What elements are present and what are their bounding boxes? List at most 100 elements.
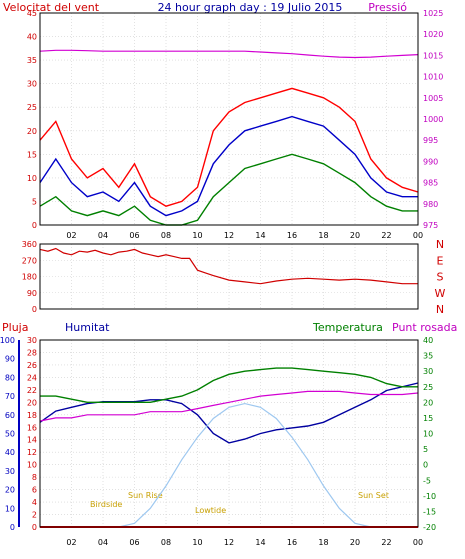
humidity-y-tick-label: 60 bbox=[5, 411, 15, 420]
humidity-y-tick-label: 0 bbox=[10, 523, 15, 532]
birdside-label: Birdside bbox=[90, 500, 122, 509]
temperature-label: Temperatura bbox=[312, 321, 383, 334]
dewpoint-line bbox=[39, 390, 419, 422]
wind-y-tick-label: 25 bbox=[27, 103, 37, 112]
temperature-y-tick-label: 10 bbox=[423, 430, 433, 439]
wind-x-tick-label: 06 bbox=[129, 231, 139, 240]
wind-x-tick-label: 12 bbox=[224, 231, 234, 240]
direction-y-tick-label: 360 bbox=[22, 240, 37, 249]
temperature-y-tick-label: -15 bbox=[423, 507, 436, 516]
wind-x-tick-label: 22 bbox=[381, 231, 391, 240]
rain-y-tick-label: 0 bbox=[32, 523, 37, 532]
temperature-y-tick-label: 35 bbox=[423, 352, 433, 361]
lower-panel-frame bbox=[39, 339, 419, 528]
humidity-y-tick-label: 40 bbox=[5, 448, 15, 457]
rain-y-tick-label: 6 bbox=[32, 486, 37, 495]
humidity-label: Humitat bbox=[65, 321, 110, 334]
wind-y-tick-label: 30 bbox=[27, 80, 37, 89]
wind-x-tick-label: 04 bbox=[98, 231, 108, 240]
wind-y-tick-label: 35 bbox=[27, 56, 37, 65]
humidity-y-tick-label: 80 bbox=[5, 373, 15, 382]
pressure-y-tick-label: 1000 bbox=[423, 115, 443, 124]
pressure-y-tick-label: 1005 bbox=[423, 94, 443, 103]
lower-x-tick-label: 22 bbox=[381, 538, 391, 547]
rain-y-tick-label: 10 bbox=[27, 461, 37, 470]
humidity-temperature-panel: 0246810121416182022242628300102030405060… bbox=[0, 336, 436, 547]
rain-y-tick-label: 22 bbox=[27, 386, 37, 395]
pressure-label: Pressió bbox=[368, 1, 407, 14]
wind-speed-label: Velocitat del vent bbox=[3, 1, 100, 14]
pressure-line bbox=[39, 49, 419, 59]
wind-gust-line bbox=[39, 87, 419, 207]
lower-x-tick-label: 14 bbox=[255, 538, 265, 547]
lower-x-tick-label: 10 bbox=[192, 538, 202, 547]
pressure-y-tick-label: 980 bbox=[423, 200, 438, 209]
direction-y-tick-label: 90 bbox=[27, 289, 37, 298]
sunset-label: Sun Set bbox=[358, 491, 389, 500]
lower-x-tick-label: 18 bbox=[318, 538, 328, 547]
temperature-y-tick-label: 40 bbox=[423, 336, 433, 345]
pressure-y-tick-label: 985 bbox=[423, 179, 438, 188]
wind-x-tick-label: 08 bbox=[161, 231, 171, 240]
pressure-y-tick-label: 1025 bbox=[423, 9, 443, 18]
lower-x-tick-label: 06 bbox=[129, 538, 139, 547]
humidity-y-tick-label: 90 bbox=[5, 355, 15, 364]
sunrise-label: Sun Rise bbox=[128, 491, 163, 500]
temperature-y-tick-label: 30 bbox=[423, 367, 433, 376]
rain-y-tick-label: 30 bbox=[27, 336, 37, 345]
pressure-y-tick-label: 990 bbox=[423, 157, 438, 166]
humidity-y-tick-label: 30 bbox=[5, 467, 15, 476]
direction-y-tick-label: 180 bbox=[22, 273, 37, 282]
direction-y-tick-label: 0 bbox=[32, 305, 37, 314]
wind-y-tick-label: 5 bbox=[32, 197, 37, 206]
humidity-y-tick-label: 100 bbox=[0, 336, 15, 345]
wind-x-tick-label: 14 bbox=[255, 231, 265, 240]
lower-x-tick-label: 16 bbox=[287, 538, 297, 547]
pressure-y-tick-label: 975 bbox=[423, 221, 438, 230]
temperature-y-tick-label: 0 bbox=[423, 461, 428, 470]
chart-title: 24 hour graph day : 19 Julio 2015 bbox=[158, 1, 343, 14]
humidity-y-tick-label: 50 bbox=[5, 430, 15, 439]
dewpoint-label: Punt rosada bbox=[392, 321, 457, 334]
humidity-y-tick-label: 20 bbox=[5, 486, 15, 495]
direction-line bbox=[39, 247, 418, 285]
pressure-y-tick-label: 995 bbox=[423, 136, 438, 145]
rain-y-tick-label: 24 bbox=[27, 373, 37, 382]
temperature-y-tick-label: -10 bbox=[423, 492, 436, 501]
rain-y-tick-label: 12 bbox=[27, 448, 37, 457]
rain-y-tick-label: 28 bbox=[27, 348, 37, 357]
direction-panel-frame bbox=[39, 243, 419, 310]
wind-y-tick-label: 20 bbox=[27, 127, 37, 136]
humidity-y-tick-label: 70 bbox=[5, 392, 15, 401]
wind-x-tick-label: 18 bbox=[318, 231, 328, 240]
wind-y-tick-label: 40 bbox=[27, 33, 37, 42]
temperature-y-tick-label: 25 bbox=[423, 383, 433, 392]
temperature-y-tick-label: -5 bbox=[423, 476, 431, 485]
wind-panel-frame bbox=[39, 12, 419, 226]
temperature-y-tick-label: 20 bbox=[423, 398, 433, 407]
rain-y-tick-label: 8 bbox=[32, 473, 37, 482]
wind-y-tick-label: 10 bbox=[27, 174, 37, 183]
wind-pressure-panel: 0510152025303540459759809859909951000100… bbox=[27, 9, 444, 240]
rain-y-tick-label: 16 bbox=[27, 423, 37, 432]
compass-label: E bbox=[437, 254, 444, 267]
rain-y-tick-label: 4 bbox=[32, 498, 37, 507]
lower-x-tick-label: 08 bbox=[161, 538, 171, 547]
wind-y-tick-label: 0 bbox=[32, 221, 37, 230]
temperature-line bbox=[40, 367, 418, 403]
wind-minimum-line bbox=[39, 153, 418, 226]
rain-y-tick-label: 14 bbox=[27, 436, 37, 445]
wind-average-line bbox=[39, 115, 418, 217]
lower-x-tick-label: 12 bbox=[224, 538, 234, 547]
wind-x-tick-label: 10 bbox=[192, 231, 202, 240]
compass-label: S bbox=[437, 271, 444, 284]
wind-direction-panel: 0 N 90 W 180 S 270 E 360 N bbox=[22, 238, 446, 316]
compass-label: W bbox=[435, 287, 446, 300]
wind-x-tick-label: 02 bbox=[66, 231, 76, 240]
rain-y-tick-label: 20 bbox=[27, 398, 37, 407]
compass-label: N bbox=[436, 303, 444, 316]
compass-label: N bbox=[436, 238, 444, 251]
